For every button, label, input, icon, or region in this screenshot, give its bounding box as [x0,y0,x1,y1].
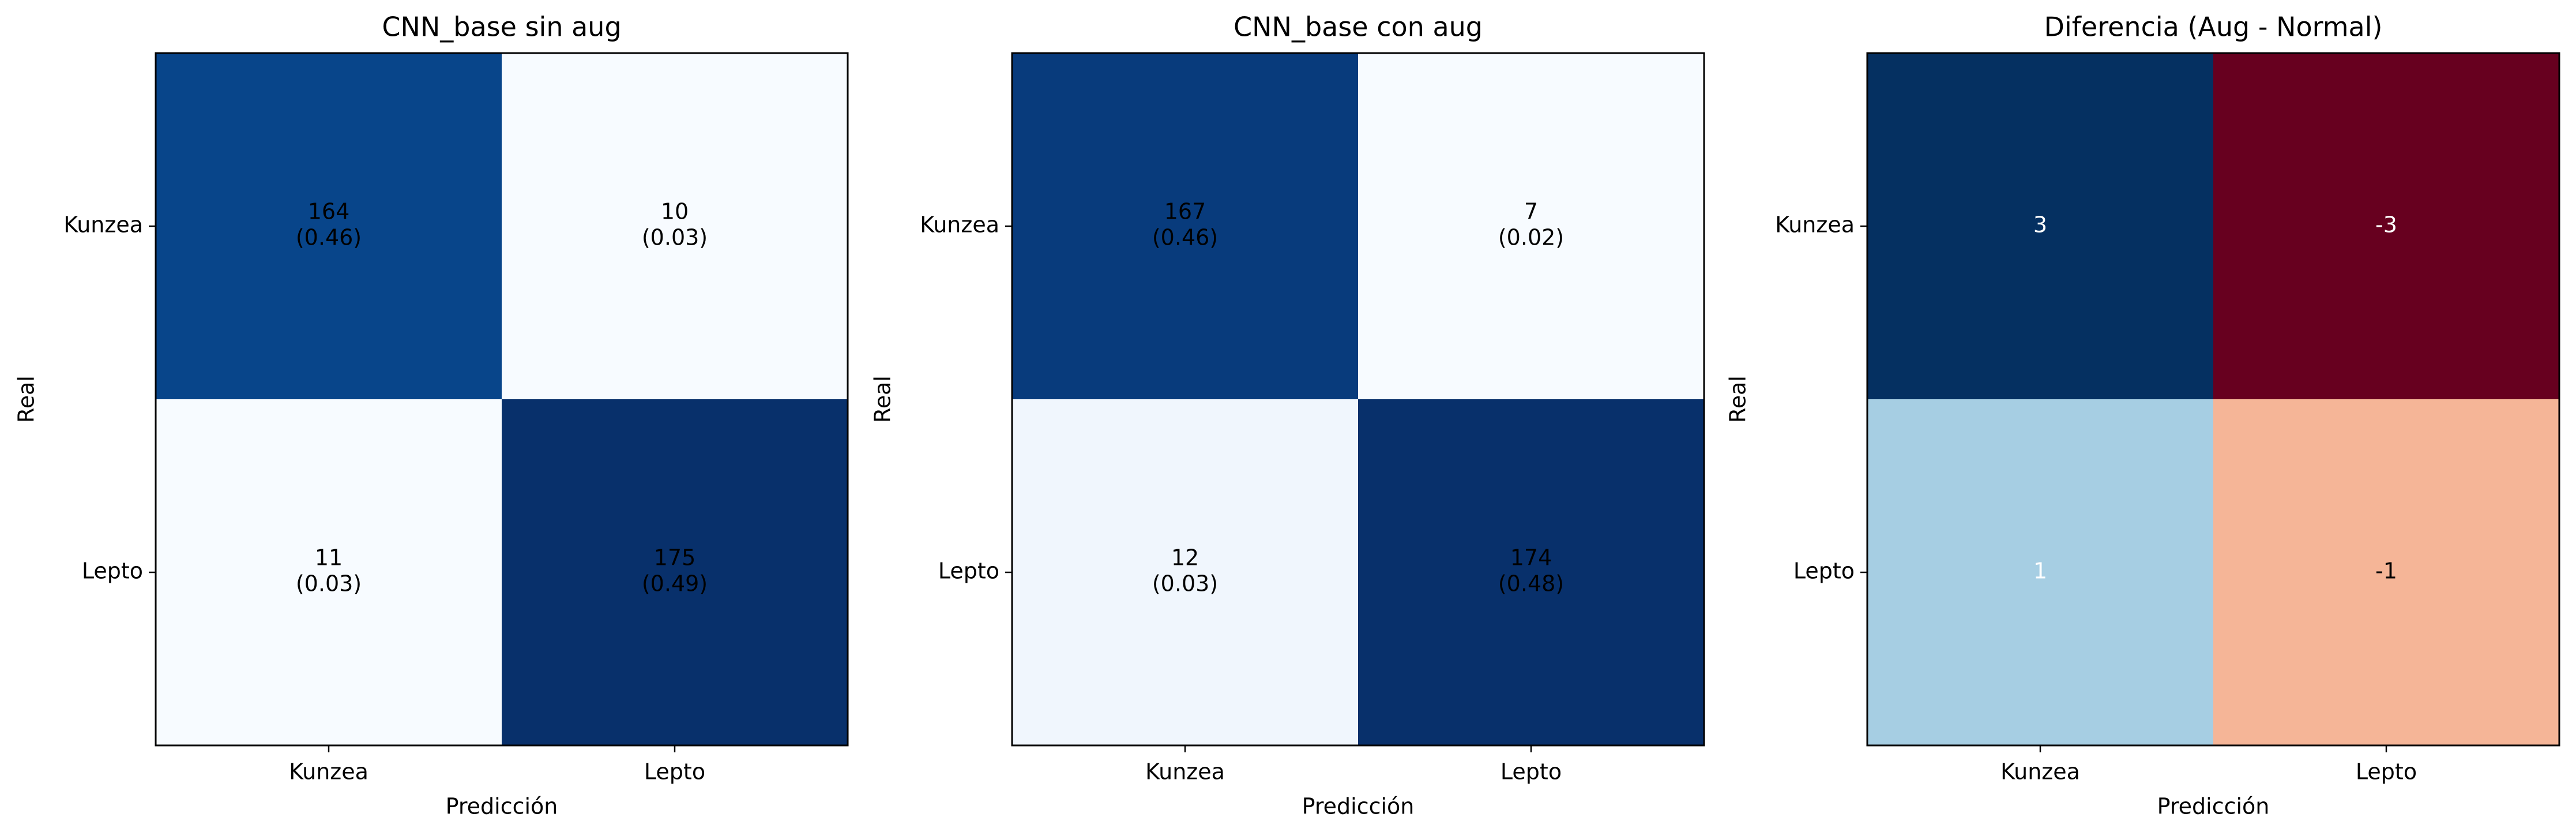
heatmap-panel-1: 164(0.46)10(0.03)11(0.03)175(0.49)Kunzea… [14,12,849,819]
cell-fraction-label: (0.03) [1152,571,1218,597]
heatmap-cell [1358,53,1704,399]
cell-value-label: -1 [2375,558,2397,584]
x-axis-label: Predicción [1302,794,1415,819]
cell-count-label: 11 [315,545,343,571]
y-axis-label: Real [870,376,896,423]
chart-title: CNN_base con aug [1234,12,1483,43]
cell-count-label: 175 [654,545,696,571]
y-tick-label: Kunzea [63,212,143,238]
heatmap-cell [1012,53,1358,399]
x-tick-label: Kunzea [1145,759,1225,785]
heatmap-cell [2213,53,2559,399]
x-tick-label: Lepto [1501,759,1562,785]
x-tick-label: Kunzea [289,759,368,785]
y-tick-label: Kunzea [1775,212,1855,238]
cell-value-label: 3 [2033,212,2047,238]
x-tick-label: Kunzea [2000,759,2080,785]
y-tick-label: Lepto [1793,558,1855,584]
cell-value-label: 1 [2033,558,2047,584]
cell-fraction-label: (0.48) [1498,571,1564,597]
heatmap-cell [502,53,848,399]
cell-value-label: -3 [2375,212,2397,238]
heatmap-panel-2: 167(0.46) 7(0.02) 12(0.03) 174(0.48) Kunzea L… [870,12,1705,819]
cell-count-label: 167 [1164,199,1206,224]
x-tick-label: Lepto [644,759,705,785]
cell-fraction-label: (0.49) [642,571,708,597]
chart-title: Diferencia (Aug - Normal) [2044,12,2383,43]
x-tick-label: Lepto [2356,759,2417,785]
heatmap-cell [1358,399,1704,745]
y-tick-label: Kunzea [920,212,999,238]
cell-fraction-label: (0.03) [296,571,362,597]
heatmap-cell [1867,53,2213,399]
cell-count-label: 164 [308,199,350,224]
y-tick-label: Lepto [938,558,999,584]
heatmap-cell [156,399,502,745]
x-axis-label: Predicción [446,794,558,819]
cell-count-label: 7 [1524,199,1538,224]
cell-fraction-label: (0.46) [296,225,362,250]
axes-frame [155,52,849,747]
cell-count-label: 10 [661,199,689,224]
heatmap-cell [502,399,848,745]
cell-fraction-label: (0.46) [1152,225,1218,250]
y-tick-label: Lepto [82,558,143,584]
heatmap-cell [156,53,502,399]
axes-frame [1866,52,2560,747]
axes-frame [1011,52,1705,747]
cell-fraction-label: (0.02) [1498,225,1564,250]
chart-title: CNN_base sin aug [382,12,621,43]
heatmap-cell [1012,399,1358,745]
y-axis-label: Real [1725,376,1751,423]
x-axis-label: Predicción [2157,794,2270,819]
cell-count-label: 174 [1510,545,1552,571]
cell-fraction-label: (0.03) [642,225,708,250]
cell-count-label: 12 [1171,545,1199,571]
heatmap-panel-3: 3 -3 1 -1 Kunzea Lepto Kunzea Lepto Diferencia (… [1725,12,2560,819]
heatmap-cell [2213,399,2559,745]
heatmap-cell [1867,399,2213,745]
y-axis-label: Real [14,376,39,423]
